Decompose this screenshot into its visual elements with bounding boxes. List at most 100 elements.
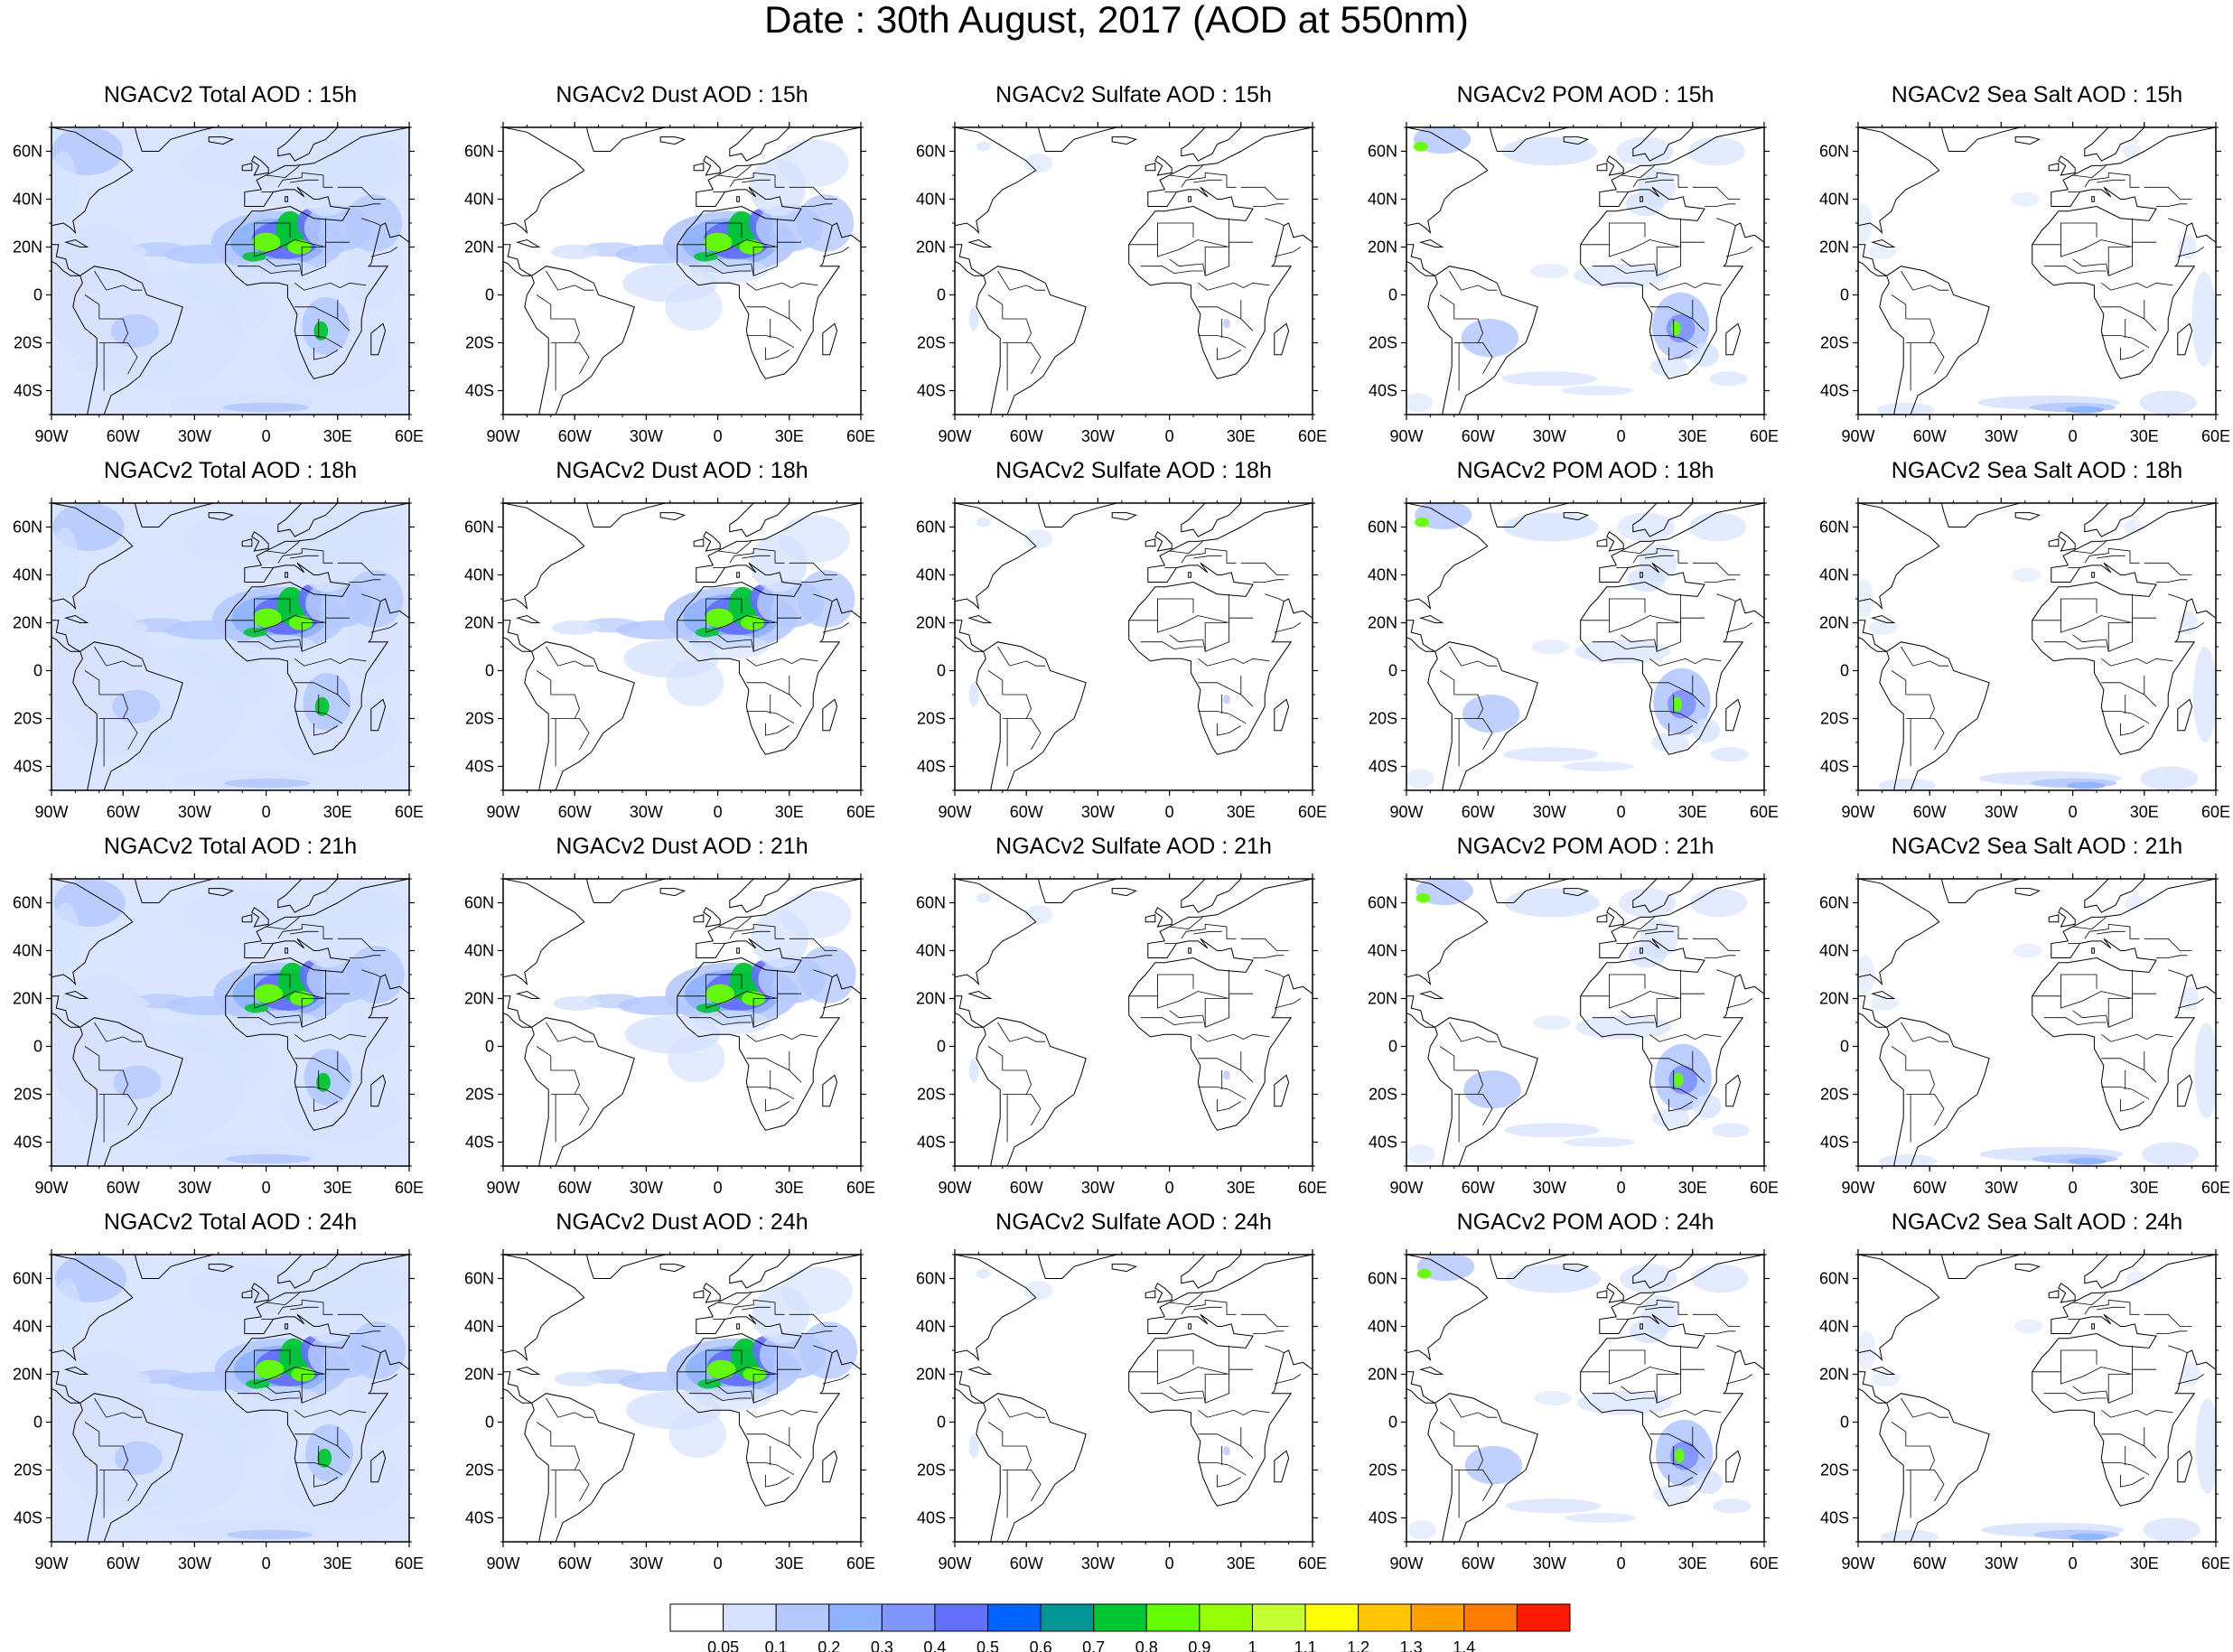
lon-label: 90W bbox=[34, 427, 68, 445]
lon-label: 30E bbox=[1678, 1179, 1707, 1197]
lon-label: 60W bbox=[558, 803, 592, 821]
panel-title: NGACv2 Sea Salt AOD : 24h bbox=[1891, 1209, 2183, 1235]
lat-label: 20N bbox=[916, 238, 946, 257]
colorbar-box bbox=[1093, 1603, 1147, 1632]
map-plot: 60N 40N 20N 0 20S 40S 90W 60W 30W 0 30E 60E bbox=[916, 498, 1327, 821]
lat-label: 40S bbox=[1820, 382, 1849, 400]
coastlines bbox=[1858, 879, 2216, 1166]
lat-label: 20S bbox=[465, 1086, 494, 1104]
coastlines bbox=[1406, 1255, 1764, 1542]
aod-field bbox=[1858, 144, 2216, 415]
colorbar-box bbox=[934, 1603, 989, 1632]
map-plot: 60N 40N 20N 0 20S 40S 90W 60W 30W 0 30E 60E bbox=[13, 1249, 424, 1573]
lon-label: 90W bbox=[34, 1179, 68, 1197]
lon-label: 90W bbox=[1389, 427, 1423, 445]
colorbar-label: 0.8 bbox=[1135, 1638, 1158, 1652]
map-background bbox=[1858, 1255, 2216, 1542]
lat-label: 60N bbox=[1819, 518, 1849, 537]
map-plot: 60N 40N 20N 0 20S 40S 90W 60W 30W 0 30E 60E bbox=[1819, 498, 2230, 821]
colorbar-box bbox=[1304, 1603, 1359, 1632]
map-panel-dust-18h: NGACv2 Dust AOD : 18h 60N 40N 20N 0 20S 40S 90W… bbox=[452, 457, 875, 821]
lon-label: 60W bbox=[1010, 427, 1043, 445]
lat-label: 0 bbox=[937, 286, 946, 304]
map-plot: 60N 40N 20N 0 20S 40S 90W 60W 30W 0 30E 60E bbox=[13, 873, 424, 1197]
lat-label: 20S bbox=[917, 710, 946, 728]
lat-label: 0 bbox=[1388, 286, 1397, 304]
lon-label: 30E bbox=[1227, 803, 1256, 821]
lat-label: 0 bbox=[33, 1414, 42, 1432]
colorbar-label: 1.2 bbox=[1347, 1638, 1369, 1652]
map-background bbox=[1858, 503, 2216, 790]
lat-label: 40N bbox=[464, 566, 494, 584]
lat-label: 20N bbox=[1819, 614, 1849, 632]
lon-label: 60W bbox=[1462, 803, 1495, 821]
panel-title: NGACv2 Dust AOD : 24h bbox=[556, 1209, 808, 1235]
lon-label: 60E bbox=[395, 1554, 424, 1573]
colorbar-label: 0.5 bbox=[976, 1638, 999, 1652]
lat-label: 20N bbox=[13, 990, 42, 1008]
lon-label: 30W bbox=[630, 427, 663, 445]
lat-label: 40N bbox=[916, 942, 946, 960]
lat-label: 0 bbox=[1388, 662, 1397, 680]
lon-label: 30W bbox=[178, 1554, 211, 1573]
lon-label: 60E bbox=[1750, 803, 1779, 821]
lat-label: 0 bbox=[1388, 1038, 1397, 1056]
panel-title: NGACv2 Sulfate AOD : 24h bbox=[995, 1209, 1272, 1235]
lat-label: 40S bbox=[1369, 1134, 1397, 1152]
map-panel-seasalt-21h: NGACv2 Sea Salt AOD : 21h 60N 40N 20N 0 20S 40… bbox=[1807, 833, 2230, 1197]
lon-label: 60E bbox=[395, 427, 424, 445]
map-plot: 60N 40N 20N 0 20S 40S 90W 60W 30W 0 30E 60E bbox=[916, 122, 1327, 445]
lat-label: 40N bbox=[464, 1318, 494, 1336]
lon-label: 0 bbox=[262, 803, 271, 821]
lon-label: 30E bbox=[2130, 803, 2159, 821]
lat-label: 60N bbox=[916, 1270, 946, 1288]
colorbar-label: 0.6 bbox=[1030, 1638, 1052, 1652]
lon-label: 60W bbox=[1913, 427, 1947, 445]
colorbar-box bbox=[775, 1603, 830, 1632]
map-plot: 60N 40N 20N 0 20S 40S 90W 60W 30W 0 30E 60E bbox=[464, 1249, 875, 1573]
map-panel-total-24h: NGACv2 Total AOD : 24h 60N 40N 20N 0 20S 40S 90… bbox=[0, 1209, 424, 1573]
map-background bbox=[1858, 127, 2216, 415]
lat-label: 0 bbox=[485, 1038, 494, 1056]
lat-label: 0 bbox=[1388, 1414, 1397, 1432]
lat-label: 40S bbox=[14, 1134, 42, 1152]
aod-field bbox=[1858, 1271, 2216, 1542]
lon-label: 90W bbox=[486, 803, 519, 821]
lat-label: 60N bbox=[1368, 143, 1397, 161]
lat-label: 20N bbox=[1819, 1366, 1849, 1384]
colorbar-label: 0.3 bbox=[871, 1638, 893, 1652]
map-background bbox=[955, 1255, 1313, 1542]
colorbar-box bbox=[828, 1603, 883, 1632]
lat-label: 20S bbox=[1369, 710, 1397, 728]
lon-label: 60W bbox=[1913, 803, 1947, 821]
lon-label: 60E bbox=[2201, 1179, 2230, 1197]
map-panel-seasalt-24h: NGACv2 Sea Salt AOD : 24h 60N 40N 20N 0 20S 40… bbox=[1807, 1209, 2230, 1573]
lat-label: 40S bbox=[917, 758, 946, 776]
lon-label: 30W bbox=[1985, 427, 2018, 445]
aod-field bbox=[51, 127, 409, 415]
lat-label: 60N bbox=[916, 894, 946, 912]
colorbar-box bbox=[1040, 1603, 1095, 1632]
map-plot: 60N 40N 20N 0 20S 40S 90W 60W 30W 0 30E 60E bbox=[464, 873, 875, 1197]
lat-label: 20N bbox=[13, 614, 42, 632]
lat-label: 40S bbox=[465, 1509, 494, 1527]
lon-label: 0 bbox=[1165, 1179, 1174, 1197]
lon-label: 0 bbox=[714, 427, 723, 445]
colorbar-box bbox=[1251, 1603, 1306, 1632]
lon-label: 30W bbox=[630, 1554, 663, 1573]
colorbar-box bbox=[1358, 1603, 1412, 1632]
lat-label: 60N bbox=[464, 1270, 494, 1288]
coastlines bbox=[503, 503, 861, 790]
lon-label: 0 bbox=[1617, 1179, 1626, 1197]
colorbar-box bbox=[1199, 1603, 1253, 1632]
map-panel-total-18h: NGACv2 Total AOD : 18h 60N 40N 20N 0 20S 40S 90… bbox=[0, 457, 424, 821]
lon-label: 60E bbox=[846, 427, 875, 445]
lon-label: 30W bbox=[1533, 1554, 1566, 1573]
aod-field bbox=[1858, 895, 2216, 1166]
lon-label: 0 bbox=[1165, 1554, 1174, 1573]
lon-label: 90W bbox=[1841, 1179, 1874, 1197]
colorbar-label: 0.1 bbox=[765, 1638, 788, 1652]
lon-label: 30W bbox=[1081, 427, 1115, 445]
lat-label: 20N bbox=[464, 238, 494, 257]
lat-label: 0 bbox=[33, 662, 42, 680]
